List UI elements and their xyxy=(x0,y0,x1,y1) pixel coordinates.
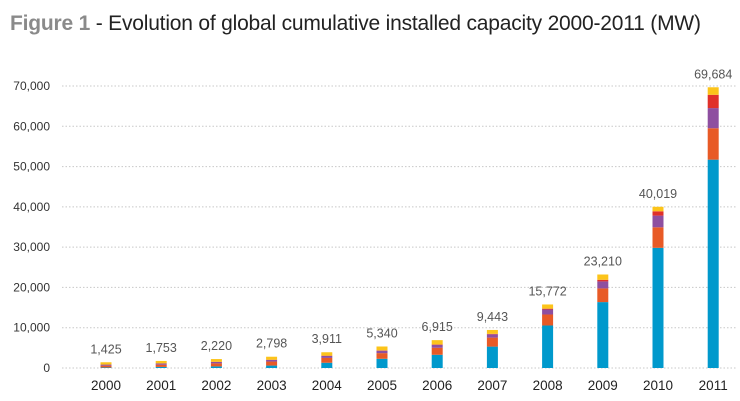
bar-segment xyxy=(707,128,719,160)
y-tick-label: 20,000 xyxy=(13,280,50,294)
x-tick-label: 2011 xyxy=(699,378,728,393)
title-text: - Evolution of global cumulative install… xyxy=(90,12,701,35)
bar-segment xyxy=(431,344,443,348)
bar-segment xyxy=(210,366,222,368)
bar-segment xyxy=(376,358,388,368)
bar-segment xyxy=(155,360,167,364)
y-tick-label: 60,000 xyxy=(13,119,50,133)
data-label: 9,443 xyxy=(477,310,508,324)
x-tick-label: 2001 xyxy=(146,378,176,393)
bar-segment xyxy=(431,347,443,355)
data-label: 69,684 xyxy=(694,67,732,81)
bar-segment xyxy=(597,288,609,303)
figure-number: Figure 1 xyxy=(10,12,91,35)
bar-segment xyxy=(542,304,554,309)
bar-segment xyxy=(486,346,498,368)
bar-segment xyxy=(155,363,167,365)
x-tick-label: 2005 xyxy=(367,378,397,393)
bar-segment xyxy=(155,366,167,368)
bar-segment xyxy=(431,340,443,345)
y-tick-label: 0 xyxy=(43,361,50,375)
bar-segment xyxy=(376,346,388,351)
x-tick-label: 2003 xyxy=(257,378,287,393)
bar-segment xyxy=(542,309,554,315)
bar-segment xyxy=(597,302,609,368)
bar-segment xyxy=(707,108,719,129)
bar-segment xyxy=(542,325,554,368)
bar-segment xyxy=(321,357,333,363)
bar-segment xyxy=(321,362,333,368)
bar-segment xyxy=(486,334,498,338)
bar-segment xyxy=(652,227,664,248)
bar-segment xyxy=(266,365,278,368)
bar-segment xyxy=(652,206,664,212)
bar-segment xyxy=(486,329,498,334)
x-tick-label: 2009 xyxy=(588,378,618,393)
bar-segment xyxy=(321,355,333,358)
bar-segment xyxy=(652,211,664,216)
bar-segment xyxy=(266,356,278,360)
x-tick-label: 2008 xyxy=(533,378,563,393)
bar-segment xyxy=(100,367,112,368)
bar-segment xyxy=(707,159,719,368)
bar-segment xyxy=(155,364,167,367)
bar-segment xyxy=(652,247,664,368)
bar-segment xyxy=(542,308,554,310)
bar-segment xyxy=(321,352,333,356)
bar-segment xyxy=(100,362,112,365)
data-label: 1,753 xyxy=(146,341,177,355)
x-tick-label: 2010 xyxy=(643,378,673,393)
data-label: 40,019 xyxy=(639,187,677,201)
bar-segment xyxy=(376,353,388,359)
y-tick-label: 10,000 xyxy=(13,321,50,335)
x-tick-label: 2000 xyxy=(91,378,121,393)
bar-segment xyxy=(707,94,719,109)
data-label: 6,915 xyxy=(422,320,453,334)
x-tick-label: 2002 xyxy=(201,378,231,393)
bar-segment xyxy=(597,281,609,289)
bar-segment xyxy=(100,364,112,366)
bar-segment xyxy=(597,279,609,282)
data-label: 5,340 xyxy=(366,326,397,340)
chart-title: Figure 1 - Evolution of global cumulativ… xyxy=(10,12,701,36)
bar-segment xyxy=(210,361,222,364)
data-label: 2,220 xyxy=(201,339,232,353)
data-label: 3,911 xyxy=(312,332,342,346)
bar-segment xyxy=(376,350,388,354)
y-tick-label: 50,000 xyxy=(13,160,50,174)
y-tick-label: 30,000 xyxy=(13,240,50,254)
bar-segment xyxy=(652,215,664,228)
bar-segment xyxy=(266,359,278,362)
bar-segment xyxy=(210,363,222,367)
data-label: 2,798 xyxy=(256,337,287,351)
data-label: 1,425 xyxy=(90,342,121,356)
bar-segment xyxy=(431,354,443,368)
bar-segment xyxy=(597,274,609,280)
bar-segment xyxy=(266,361,278,366)
x-tick-label: 2007 xyxy=(477,378,507,393)
bar-segment xyxy=(210,359,222,362)
bar-segment xyxy=(486,337,498,347)
bar-segment xyxy=(707,87,719,95)
x-tick-label: 2006 xyxy=(422,378,452,393)
bar-segment xyxy=(542,314,554,326)
data-label: 15,772 xyxy=(528,284,566,298)
y-tick-label: 70,000 xyxy=(13,79,50,93)
data-label: 23,210 xyxy=(584,254,622,268)
x-tick-label: 2004 xyxy=(312,378,343,393)
bar-segment xyxy=(100,365,112,368)
y-tick-label: 40,000 xyxy=(13,200,50,214)
